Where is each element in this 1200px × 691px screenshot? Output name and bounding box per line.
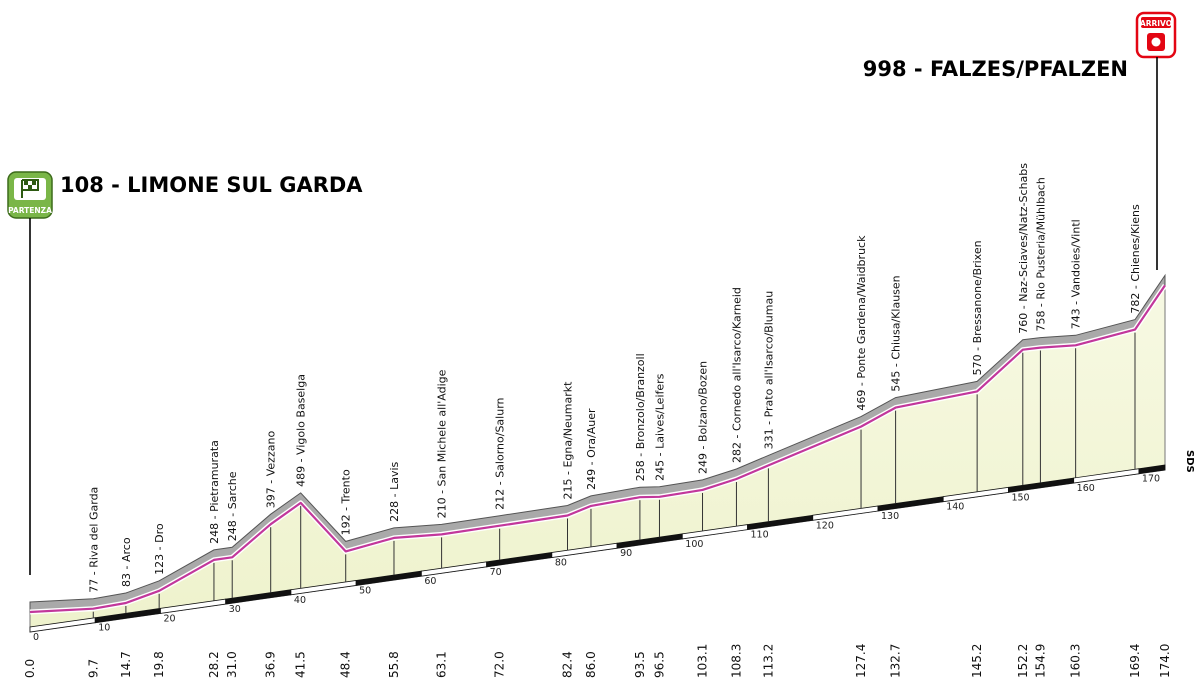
waypoint-distance-label: 41.5 [294,651,308,678]
waypoint-distance-label: 174.0 [1158,644,1172,678]
finish-badge: ARRIVO [1135,11,1177,59]
waypoint-label: 192 - Trento [340,469,353,535]
waypoint-distance-label: 93.5 [633,651,647,678]
km-tick-label: 60 [424,576,436,587]
km-tick-label: 20 [163,613,175,624]
waypoint-distance-label: 48.4 [339,651,353,678]
km-tick-label: 170 [1142,474,1160,485]
start-badge: PARTENZA [7,171,53,219]
waypoint-label: 77 - Riva del Garda [87,487,100,593]
waypoint-label: 570 - Bressanone/Brixen [971,240,984,375]
km-tick-label: 40 [294,595,306,606]
waypoint-distance-label: 145.2 [970,644,984,678]
waypoint-label: 282 - Cornedo all'Isarco/Karneid [730,287,743,463]
waypoint-distance-label: 96.5 [652,651,666,678]
waypoint-label: 782 - Chienes/Kiens [1129,204,1142,314]
waypoint-distance-label: 113.2 [761,644,775,678]
waypoint-label: 210 - San Michele all'Adige [436,369,449,518]
waypoint-distance-label: 86.0 [584,651,598,678]
waypoint-distance-label: 55.8 [387,651,401,678]
km-tick-label: 50 [359,585,371,596]
km-tick-label: 0 [33,632,39,643]
waypoint-label: 249 - Bolzano/Bozen [697,361,710,474]
waypoint-label: 743 - Vandoies/Vintl [1070,219,1083,329]
waypoint-label: 760 - Naz-Sciaves/Natz-Schabs [1017,163,1030,334]
waypoint-label: 245 - Laives/Leifers [653,373,666,481]
km-tick-label: 70 [490,567,502,578]
km-axis-segment [1138,464,1166,475]
km-tick-label: 10 [98,623,110,634]
waypoint-label: 469 - Ponte Gardena/Waidbruck [855,235,868,411]
km-tick-label: 130 [881,511,899,522]
km-tick-label: 80 [555,558,567,569]
waypoint-distance-label: 154.9 [1033,644,1047,678]
waypoint-label: 258 - Bronzolo/Branzoll [634,353,647,481]
start-badge-text: PARTENZA [8,206,52,215]
waypoint-distance-label: 132.7 [889,644,903,678]
km-tick-label: 110 [751,530,769,541]
waypoint-distance-label: 36.9 [264,651,278,678]
waypoint-distance-label: 9.7 [86,659,100,678]
waypoint-distance-label: 63.1 [435,651,449,678]
waypoint-label: 248 - Pietramurata [208,440,221,544]
waypoint-distance-label: 160.3 [1069,644,1083,678]
start-title: 108 - LIMONE SUL GARDA [60,173,363,197]
waypoint-distance-label: 152.2 [1016,644,1030,678]
finish-badge-text: ARRIVO [1140,19,1172,28]
waypoint-label: 489 - Vigolo Baselga [295,374,308,487]
road-line [29,284,1166,614]
waypoint-label: 215 - Egna/Neumarkt [561,381,574,500]
waypoint-distance-label: 82.4 [560,651,574,678]
km-tick-label: 140 [946,502,964,513]
waypoint-label: 758 - Rio Pusteria/Mühlbach [1034,177,1047,331]
waypoint-distance-label: 0.0 [23,659,37,678]
km-tick-label: 150 [1011,492,1029,503]
side-label-sds: SDS [1184,450,1195,473]
km-tick-label: 120 [816,520,834,531]
waypoint-distance-label: 72.0 [493,651,507,678]
waypoint-distance-label: 19.8 [152,651,166,678]
waypoint-label: 83 - Arco [120,537,133,587]
checkered-flag-icon [21,179,39,198]
waypoint-distance-label: 127.4 [854,644,868,678]
waypoint-distance-label: 28.2 [207,651,221,678]
waypoint-label: 331 - Prato all'Isarco/Blumau [762,291,775,450]
waypoint-label: 249 - Ora/Auer [585,408,598,490]
waypoint-label: 228 - Lavis [388,461,401,521]
waypoint-distance-label: 169.4 [1128,644,1142,678]
waypoint-distance-label: 14.7 [119,651,133,678]
km-tick-label: 100 [685,539,703,550]
waypoint-distance-label: 103.1 [696,644,710,678]
waypoint-label: 212 - Salorno/Salurn [494,397,507,509]
waypoint-label: 545 - Chiusa/Klausen [890,275,903,391]
km-tick-label: 30 [229,604,241,615]
waypoint-distance-label: 31.0 [225,651,239,678]
finish-title: 998 - FALZES/PFALZEN [863,57,1128,81]
km-tick-label: 90 [620,548,632,559]
waypoint-label: 123 - Dro [153,523,166,575]
km-tick-label: 160 [1077,483,1095,494]
waypoint-label: 397 - Vezzano [265,431,278,509]
waypoint-label: 248 - Sarche [226,471,239,541]
waypoint-distance-label: 108.3 [729,644,743,678]
